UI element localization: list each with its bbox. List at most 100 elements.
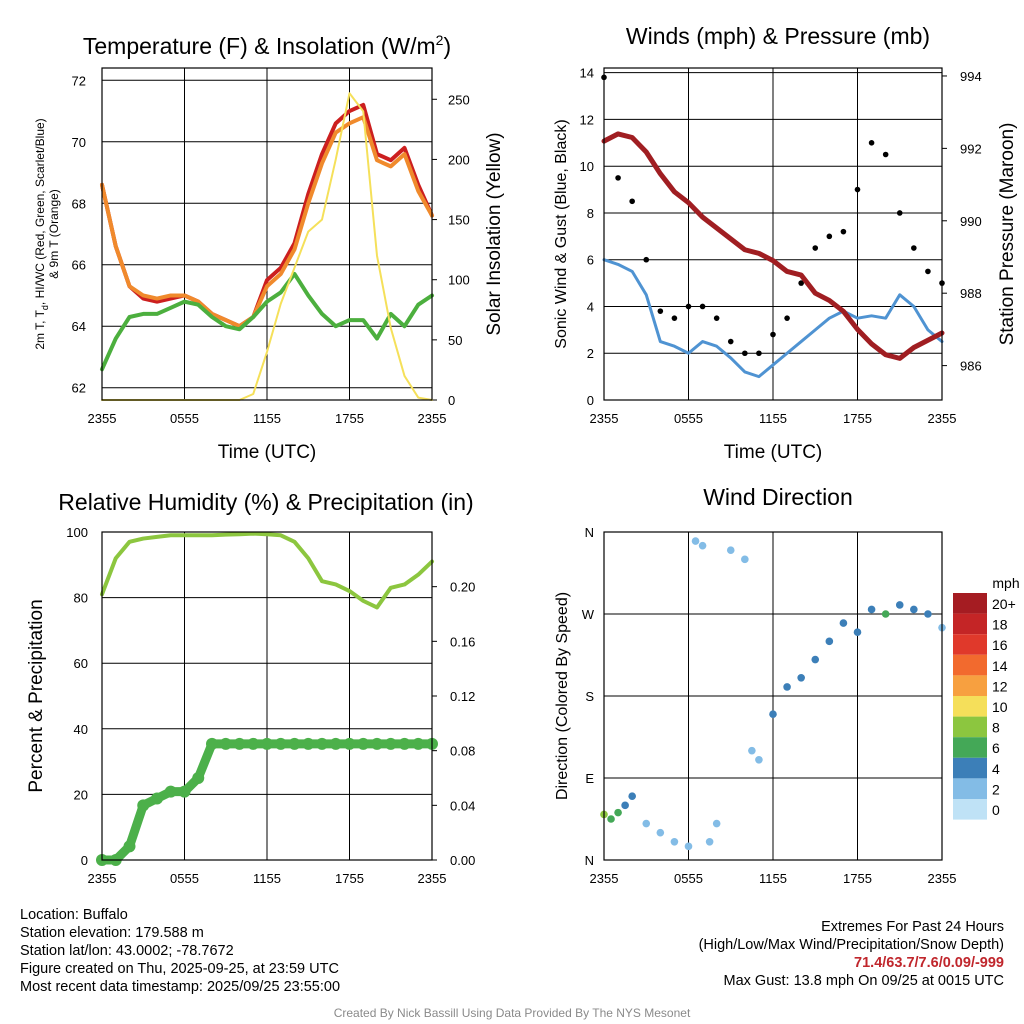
y-tick-label: 100 xyxy=(66,525,88,540)
chart-title: Winds (mph) & Pressure (mb) xyxy=(626,23,930,49)
direction-point xyxy=(797,673,805,682)
extremes-subtitle: (High/Low/Max Wind/Precipitation/Snow De… xyxy=(698,937,1004,953)
y2-tick-label: 0.04 xyxy=(450,798,475,813)
y-tick-label: 40 xyxy=(74,722,88,737)
gust-point xyxy=(925,268,931,275)
legend-label: 8 xyxy=(992,720,1000,736)
legend-swatch xyxy=(953,593,987,614)
gust-point xyxy=(840,228,847,235)
gust-point xyxy=(784,315,790,321)
y2-tick-label: 150 xyxy=(448,213,470,228)
legend-swatch xyxy=(953,737,987,758)
y2-tick-label: 992 xyxy=(960,141,982,156)
y-tick-label: 70 xyxy=(72,135,86,150)
legend-label: 14 xyxy=(992,658,1008,674)
y-axis-label: Sonic Wind & Gust (Blue, Black) xyxy=(553,119,570,348)
precip-point xyxy=(151,792,163,805)
y2-tick-label: 0.20 xyxy=(450,580,475,595)
legend-title: mph xyxy=(992,575,1019,591)
legend-label: 12 xyxy=(992,678,1008,694)
y-tick-label: 12 xyxy=(580,112,594,127)
direction-point xyxy=(741,555,749,564)
y-axis-label: 2m T, Td, HI/WC (Red, Green, Scarlet/Blu… xyxy=(33,118,61,349)
extremes-title: Extremes For Past 24 Hours xyxy=(821,919,1004,935)
x-tick-label: 2355 xyxy=(928,871,957,886)
direction-point xyxy=(769,710,777,719)
legend-swatch xyxy=(953,634,987,655)
series-line-relative-humidity xyxy=(100,531,434,610)
direction-point xyxy=(684,842,693,851)
recent-text: Most recent data timestamp: 2025/09/25 2… xyxy=(20,979,341,995)
x-tick-label: 1755 xyxy=(335,411,364,426)
gust-point xyxy=(826,233,833,240)
gust-point xyxy=(756,350,762,357)
direction-point xyxy=(642,819,651,828)
legend-label: 0 xyxy=(992,802,1000,818)
gust-point xyxy=(713,315,720,321)
gust-point xyxy=(671,315,678,321)
gust-point xyxy=(657,308,664,314)
plot-border xyxy=(101,67,433,401)
precip-point xyxy=(206,737,218,750)
direction-point xyxy=(607,815,615,823)
y-axis-label: Direction (Colored By Speed) xyxy=(554,592,571,800)
y2-tick-label: 988 xyxy=(960,286,982,301)
x-tick-label: 1155 xyxy=(759,411,787,426)
x-axis-label: Time (UTC) xyxy=(724,442,823,463)
precip-point xyxy=(316,737,328,750)
y2-tick-label: 0.08 xyxy=(450,744,475,759)
y-tick-label: N xyxy=(585,525,594,540)
direction-point xyxy=(621,801,629,810)
legend-label: 2 xyxy=(992,781,1000,797)
precip-point xyxy=(343,737,356,750)
series-line-sonic-wind xyxy=(602,258,944,379)
direction-point xyxy=(691,537,700,545)
y-tick-label: 68 xyxy=(72,196,86,211)
gust-point xyxy=(615,175,621,181)
chart-panel-2: 0 2 4 6 8 10 12 14 986 988 990 992 994 2355 0555 1155 17… xyxy=(553,23,1018,463)
legend-swatch xyxy=(953,654,987,676)
chart-panel-4: N E S W N 2355 0555 1155 1755 2355 Wind Direction D… xyxy=(554,484,956,886)
direction-point xyxy=(853,628,862,637)
chart-title: Wind Direction xyxy=(703,484,853,510)
y-tick-label: 64 xyxy=(72,319,86,334)
gust-point xyxy=(742,350,748,357)
y-tick-label: 4 xyxy=(587,299,594,314)
y-tick-label: 72 xyxy=(72,73,86,88)
precip-point xyxy=(164,785,177,798)
gust-point xyxy=(770,331,776,338)
plot-border xyxy=(603,531,943,861)
direction-point xyxy=(748,746,756,755)
series-line-9m-t xyxy=(100,115,434,329)
x-tick-label: 2355 xyxy=(590,871,619,886)
max-gust-text: Max Gust: 13.8 mph On 09/25 at 0015 UTC xyxy=(723,973,1004,989)
location-text: Location: Buffalo xyxy=(20,907,128,923)
gust-point xyxy=(868,140,875,146)
y-tick-label: 0 xyxy=(587,393,594,408)
direction-point xyxy=(614,808,622,817)
legend-swatch xyxy=(953,778,987,799)
direction-point xyxy=(705,837,714,846)
x-tick-label: 2355 xyxy=(418,871,447,886)
direction-point xyxy=(656,828,665,837)
direction-point xyxy=(924,610,932,618)
precip-point xyxy=(329,737,342,750)
y-tick-label: 2 xyxy=(587,346,594,361)
legend-label: 18 xyxy=(992,617,1008,633)
direction-point xyxy=(755,755,763,764)
precip-point xyxy=(137,799,150,812)
precip-point xyxy=(371,737,383,750)
plot-border xyxy=(101,531,433,861)
precip-point xyxy=(233,737,246,750)
gust-point xyxy=(798,280,804,286)
x-tick-label: 0555 xyxy=(170,411,199,426)
y-tick-label: N xyxy=(585,853,594,868)
precip-point xyxy=(261,737,273,750)
gust-point xyxy=(629,198,635,205)
direction-point xyxy=(783,683,791,691)
precip-point xyxy=(398,737,411,750)
extremes-values: 71.4/63.7/7.6/0.09/-999 xyxy=(854,955,1004,971)
x-tick-label: 0555 xyxy=(170,871,199,886)
y-tick-label: 8 xyxy=(587,206,594,221)
direction-point xyxy=(712,819,721,828)
